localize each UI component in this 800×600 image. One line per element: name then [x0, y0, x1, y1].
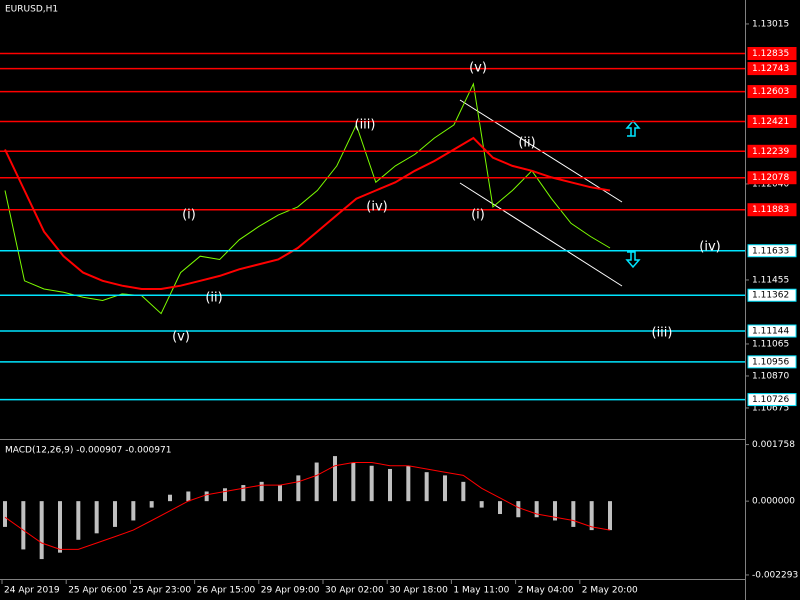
macd-bar — [553, 501, 557, 521]
macd-bar — [351, 462, 356, 502]
wave-label: (iv) — [699, 240, 720, 255]
x-tick-label: 30 Apr 02:00 — [325, 586, 384, 596]
wave-label: (i) — [471, 208, 485, 223]
macd-title: MACD(12,26,9) -0.000907 -0.000971 — [5, 446, 171, 456]
level-label: 1.11144 — [752, 327, 789, 337]
wave-label: (v) — [172, 330, 190, 345]
wave-label: (i) — [182, 208, 196, 223]
chart-title: EURUSD,H1 — [5, 5, 58, 15]
macd-bar — [131, 501, 136, 521]
macd-bar — [424, 472, 429, 502]
macd-bar — [39, 501, 44, 560]
level-label: 1.12743 — [752, 64, 789, 74]
macd-bar — [223, 488, 227, 502]
level-label: 1.12078 — [752, 173, 789, 183]
macd-bar — [608, 501, 612, 531]
macd-bar — [76, 501, 81, 540]
x-tick-label: 25 Apr 23:00 — [132, 586, 191, 596]
level-label: 1.11633 — [752, 246, 789, 256]
macd-bar — [94, 501, 99, 534]
up-arrow — [625, 119, 641, 137]
y-tick-label: 1.10870 — [752, 371, 789, 381]
y-tick-label: 1.12040 — [752, 179, 789, 189]
level-label-box — [747, 324, 797, 338]
macd-bar — [534, 501, 539, 518]
wave-label: (ii) — [518, 136, 535, 151]
y-tick-label: 1.13015 — [752, 19, 789, 29]
level-label: 1.11883 — [752, 205, 789, 215]
x-tick-label: 26 Apr 15:00 — [197, 586, 256, 596]
macd-bar — [186, 491, 191, 502]
level-label-box — [747, 171, 797, 185]
macd-bar — [571, 501, 576, 527]
level-label: 1.10956 — [752, 357, 789, 367]
wave-label: (iii) — [355, 118, 376, 133]
macd-bar — [461, 481, 466, 502]
y-tick-label: -0.002293 — [752, 570, 798, 580]
price-line — [4, 136, 611, 290]
signal-line — [4, 462, 611, 550]
level-label: 1.12421 — [752, 117, 789, 127]
level-label-box — [747, 114, 797, 128]
macd-bar — [21, 501, 26, 550]
x-tick-label: 25 Apr 06:00 — [68, 586, 127, 596]
wave-label: (iii) — [652, 326, 673, 341]
level-label-box — [747, 355, 797, 369]
macd-bar — [369, 465, 374, 502]
wave-label: (iv) — [366, 200, 387, 215]
price-line — [4, 82, 611, 315]
down-arrow — [625, 251, 641, 269]
level-label-box — [747, 85, 797, 99]
macd-bar — [516, 501, 521, 518]
level-label-box — [747, 393, 797, 407]
macd-bar — [241, 485, 246, 502]
wave-label: (v) — [469, 61, 487, 76]
level-label: 1.12835 — [752, 49, 789, 59]
level-label-box — [747, 244, 797, 258]
y-tick-label: 1.10675 — [752, 403, 789, 413]
x-tick-label: 2 May 20:00 — [582, 586, 638, 596]
macd-bar — [58, 501, 62, 553]
macd-bar — [314, 462, 319, 502]
wave-label: (ii) — [205, 291, 222, 306]
macd-bar — [333, 456, 337, 502]
x-tick-label: 2 May 04:00 — [518, 586, 574, 596]
macd-bar — [443, 475, 447, 502]
level-label-box — [747, 46, 797, 60]
x-tick-label: 24 Apr 2019 — [4, 586, 60, 596]
macd-bar — [168, 494, 172, 502]
level-label-box — [747, 144, 797, 158]
y-tick-label: 0.001758 — [752, 440, 795, 450]
y-tick-label: 0.000000 — [752, 497, 795, 507]
y-tick-label: 1.11065 — [752, 339, 789, 349]
x-tick-label: 1 May 11:00 — [453, 586, 509, 596]
level-label: 1.12239 — [752, 147, 789, 157]
macd-bar — [113, 501, 117, 527]
macd-bar — [498, 501, 502, 515]
macd-bar — [296, 475, 301, 502]
macd-bar — [3, 501, 7, 527]
macd-bar — [589, 501, 594, 531]
level-label: 1.11362 — [752, 291, 789, 301]
level-label-box — [747, 62, 797, 76]
macd-bar — [479, 501, 484, 508]
x-tick-label: 29 Apr 09:00 — [261, 586, 320, 596]
x-tick-label: 30 Apr 18:00 — [389, 586, 448, 596]
level-label: 1.10726 — [752, 395, 789, 405]
macd-bar — [149, 501, 154, 508]
channel-line — [459, 182, 623, 287]
level-label: 1.12603 — [752, 87, 789, 97]
macd-bar — [259, 481, 264, 502]
level-label-box — [747, 203, 797, 217]
macd-bar — [278, 485, 282, 502]
y-tick-label: 1.11455 — [752, 275, 789, 285]
macd-bar — [388, 468, 392, 502]
macd-bar — [406, 465, 411, 502]
level-label-box — [747, 288, 797, 302]
macd-bar — [204, 491, 209, 502]
